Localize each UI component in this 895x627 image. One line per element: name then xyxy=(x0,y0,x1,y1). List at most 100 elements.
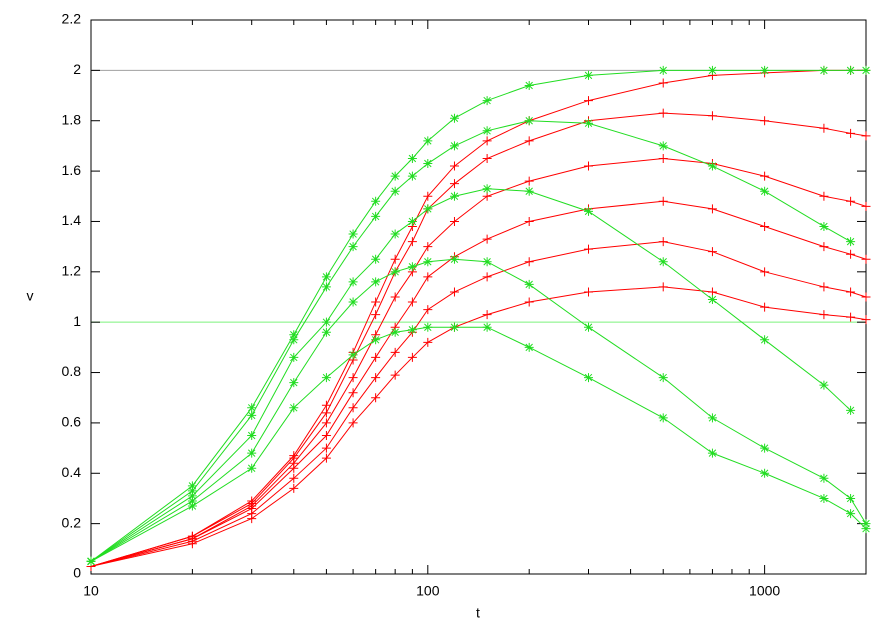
series-line xyxy=(90,326,867,562)
point-marker xyxy=(187,496,197,506)
point-marker xyxy=(524,342,534,352)
point-marker xyxy=(760,335,770,345)
point-marker xyxy=(321,443,331,453)
y-tick-label: 1.6 xyxy=(62,162,82,178)
point-marker xyxy=(658,373,668,383)
point-marker xyxy=(348,229,358,239)
point-marker xyxy=(482,191,492,201)
point-marker xyxy=(348,350,358,360)
point-marker xyxy=(819,242,829,252)
point-marker xyxy=(861,519,871,529)
point-marker xyxy=(371,277,381,287)
point-marker xyxy=(371,335,381,345)
point-marker xyxy=(584,287,594,297)
point-marker xyxy=(707,247,717,257)
point-marker xyxy=(289,352,299,362)
point-marker xyxy=(819,65,829,75)
point-marker xyxy=(449,113,459,123)
point-marker xyxy=(321,418,331,428)
point-marker xyxy=(584,206,594,216)
point-marker xyxy=(846,249,856,259)
point-marker xyxy=(348,373,358,383)
y-tick-label: 0.8 xyxy=(62,363,82,379)
point-marker xyxy=(846,65,856,75)
point-marker xyxy=(482,272,492,282)
point-marker xyxy=(861,201,871,211)
y-tick-label: 0 xyxy=(73,565,81,581)
series-line xyxy=(90,157,867,567)
point-marker xyxy=(371,352,381,362)
point-marker xyxy=(407,297,417,307)
series-line xyxy=(90,120,851,562)
point-marker xyxy=(187,491,197,501)
point-marker xyxy=(348,403,358,413)
point-marker xyxy=(584,161,594,171)
point-marker xyxy=(482,126,492,136)
plot-frame xyxy=(90,19,867,575)
point-marker xyxy=(819,191,829,201)
series-line xyxy=(90,200,867,567)
x-tick-label: 1000 xyxy=(749,583,780,599)
series-line xyxy=(90,241,867,567)
point-marker xyxy=(371,254,381,264)
point-marker xyxy=(707,111,717,121)
y-tick-label: 0.2 xyxy=(62,514,82,530)
point-marker xyxy=(482,136,492,146)
y-tick-label: 1 xyxy=(73,313,81,329)
point-marker xyxy=(524,257,534,267)
y-tick-label: 0.6 xyxy=(62,414,82,430)
point-marker xyxy=(482,96,492,106)
point-marker xyxy=(390,171,400,181)
point-marker xyxy=(482,234,492,244)
point-marker xyxy=(449,179,459,189)
point-marker xyxy=(187,539,197,549)
y-tick-label: 2.2 xyxy=(62,11,82,27)
point-marker xyxy=(321,282,331,292)
point-marker xyxy=(584,118,594,128)
point-marker xyxy=(371,310,381,320)
point-marker xyxy=(524,176,534,186)
point-marker xyxy=(707,295,717,305)
point-marker xyxy=(289,335,299,345)
point-marker xyxy=(247,403,257,413)
point-marker xyxy=(584,322,594,332)
point-marker xyxy=(289,330,299,340)
point-marker xyxy=(707,448,717,458)
point-marker xyxy=(390,327,400,337)
point-marker xyxy=(524,297,534,307)
point-marker xyxy=(371,393,381,403)
point-marker xyxy=(321,453,331,463)
x-axis-label: t xyxy=(476,605,480,621)
point-marker xyxy=(760,186,770,196)
point-marker xyxy=(321,317,331,327)
point-marker xyxy=(846,509,856,519)
point-marker xyxy=(861,131,871,141)
point-marker xyxy=(584,244,594,254)
point-marker xyxy=(658,108,668,118)
point-marker xyxy=(423,257,433,267)
point-marker xyxy=(524,186,534,196)
series-line xyxy=(90,188,851,562)
point-marker xyxy=(524,279,534,289)
point-marker xyxy=(819,473,829,483)
point-marker xyxy=(658,282,668,292)
point-marker xyxy=(449,161,459,171)
point-marker xyxy=(482,257,492,267)
y-tick-label: 1.8 xyxy=(62,111,82,127)
point-marker xyxy=(861,292,871,302)
point-marker xyxy=(289,463,299,473)
point-marker xyxy=(423,305,433,315)
y-tick-label: 2 xyxy=(73,61,81,77)
point-marker xyxy=(423,322,433,332)
point-marker xyxy=(390,370,400,380)
series-line xyxy=(90,112,867,567)
point-marker xyxy=(390,347,400,357)
point-marker xyxy=(861,524,871,534)
point-marker xyxy=(187,501,197,511)
point-marker xyxy=(407,352,417,362)
point-marker xyxy=(289,483,299,493)
point-marker xyxy=(707,204,717,214)
point-marker xyxy=(449,191,459,201)
point-marker xyxy=(658,154,668,163)
